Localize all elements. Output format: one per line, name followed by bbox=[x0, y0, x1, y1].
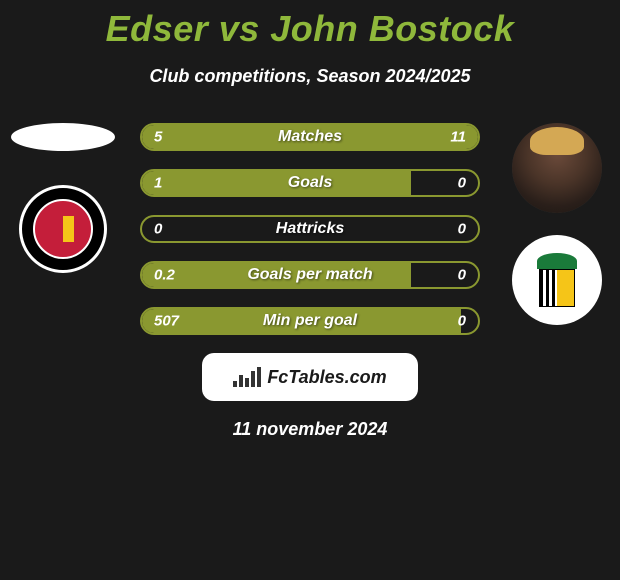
watermark: FcTables.com bbox=[202, 353, 418, 401]
stat-value-right: 0 bbox=[458, 267, 466, 284]
stat-label: Goals per match bbox=[247, 266, 372, 284]
stat-value-right: 11 bbox=[450, 129, 466, 146]
stat-row: 507 Min per goal 0 bbox=[140, 307, 480, 335]
content-area: 5 Matches 11 1 Goals 0 0 Hattricks 0 bbox=[0, 123, 620, 440]
stat-value-right: 0 bbox=[458, 175, 466, 192]
crest-shield-icon bbox=[539, 269, 575, 307]
stats-list: 5 Matches 11 1 Goals 0 0 Hattricks 0 bbox=[140, 123, 480, 335]
player-face-icon bbox=[512, 123, 602, 213]
stat-label: Hattricks bbox=[276, 220, 344, 238]
bar-chart-icon bbox=[233, 367, 261, 387]
subtitle: Club competitions, Season 2024/2025 bbox=[0, 66, 620, 87]
stat-value-right: 0 bbox=[458, 221, 466, 238]
stat-value-left: 0 bbox=[154, 221, 162, 238]
crest-inner bbox=[522, 245, 592, 315]
stat-label: Matches bbox=[278, 128, 342, 146]
player-hair-icon bbox=[530, 127, 584, 155]
left-player-avatar-placeholder bbox=[11, 123, 115, 151]
stat-value-left: 0.2 bbox=[154, 267, 175, 284]
crest-tree-icon bbox=[537, 253, 577, 269]
left-player-column bbox=[8, 123, 118, 273]
stat-value-right: 0 bbox=[458, 313, 466, 330]
date-label: 11 november 2024 bbox=[0, 419, 620, 440]
stat-row: 0.2 Goals per match 0 bbox=[140, 261, 480, 289]
right-player-column bbox=[502, 123, 612, 325]
crest-shield-icon bbox=[52, 216, 74, 242]
stat-row: 0 Hattricks 0 bbox=[140, 215, 480, 243]
stat-value-left: 5 bbox=[154, 129, 162, 146]
right-player-avatar bbox=[512, 123, 602, 213]
page-title: Edser vs John Bostock bbox=[0, 0, 620, 50]
stat-label: Min per goal bbox=[263, 312, 357, 330]
stat-row: 5 Matches 11 bbox=[140, 123, 480, 151]
crest-inner bbox=[33, 199, 93, 259]
stat-row: 1 Goals 0 bbox=[140, 169, 480, 197]
watermark-text: FcTables.com bbox=[267, 367, 386, 388]
comparison-card: Edser vs John Bostock Club competitions,… bbox=[0, 0, 620, 580]
right-club-crest bbox=[512, 235, 602, 325]
stat-label: Goals bbox=[288, 174, 332, 192]
stat-value-left: 507 bbox=[154, 313, 179, 330]
stat-value-left: 1 bbox=[154, 175, 162, 192]
stat-fill-left bbox=[142, 171, 411, 195]
left-club-crest bbox=[19, 185, 107, 273]
